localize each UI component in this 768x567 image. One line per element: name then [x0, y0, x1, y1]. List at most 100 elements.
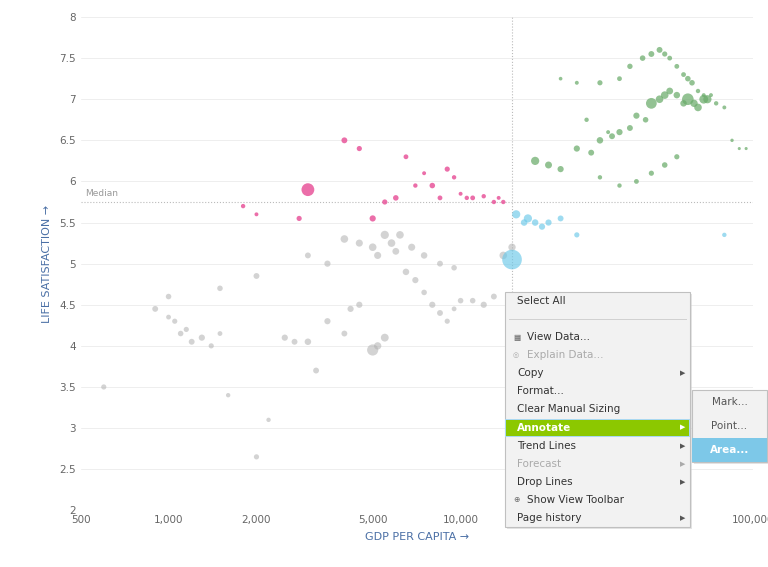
Point [372, 341, 384, 350]
Point [263, 415, 275, 424]
Point [692, 103, 704, 112]
Point [386, 239, 398, 248]
Point [237, 201, 250, 210]
Point [497, 251, 509, 260]
Point [718, 230, 730, 239]
Point [697, 95, 710, 104]
Point [279, 333, 291, 342]
Point [726, 136, 738, 145]
Point [196, 333, 208, 342]
Point [205, 341, 217, 350]
Point [594, 173, 606, 182]
Text: Median: Median [514, 499, 547, 508]
FancyBboxPatch shape [506, 420, 689, 435]
Point [606, 132, 618, 141]
Point [289, 337, 301, 346]
Text: Drop Lines: Drop Lines [517, 477, 573, 487]
Point [585, 148, 598, 157]
Point [400, 152, 412, 161]
Point [434, 193, 446, 202]
Point [631, 177, 643, 186]
Point [174, 329, 187, 338]
Text: Explain Data...: Explain Data... [527, 350, 604, 360]
Point [394, 230, 406, 239]
Point [406, 243, 418, 252]
Text: Forecast: Forecast [517, 459, 561, 469]
Point [682, 95, 694, 104]
Point [740, 144, 753, 153]
Point [366, 214, 379, 223]
Point [654, 45, 666, 54]
Point [180, 325, 193, 334]
Point [162, 312, 174, 321]
Point [571, 78, 583, 87]
Point [461, 193, 473, 202]
Point [169, 316, 181, 325]
Text: Select All: Select All [517, 296, 565, 306]
FancyBboxPatch shape [507, 294, 692, 529]
Point [409, 181, 422, 190]
Point [631, 111, 643, 120]
Point [506, 255, 518, 264]
Point [614, 128, 626, 137]
Point [379, 333, 391, 342]
Point [705, 91, 717, 100]
Point [321, 259, 333, 268]
Point [670, 62, 683, 71]
X-axis label: GDP PER CAPITA →: GDP PER CAPITA → [365, 532, 468, 542]
Point [434, 308, 446, 318]
Point [688, 99, 700, 108]
Point [448, 173, 460, 182]
Point [664, 53, 676, 62]
Point [686, 78, 698, 87]
Point [664, 87, 676, 96]
Point [455, 296, 467, 305]
Point [214, 329, 226, 338]
Point [149, 304, 161, 314]
Text: Page history: Page history [517, 513, 581, 523]
Point [379, 230, 391, 239]
Point [466, 193, 478, 202]
Point [697, 91, 710, 100]
Point [670, 91, 683, 100]
Point [488, 292, 500, 301]
Point [400, 267, 412, 276]
Point [389, 247, 402, 256]
Point [677, 99, 690, 108]
Point [441, 316, 453, 325]
Point [162, 292, 174, 301]
Text: Area...: Area... [710, 445, 750, 455]
Point [733, 144, 746, 153]
Point [353, 239, 366, 248]
Point [645, 49, 657, 58]
Text: Show View Toolbar: Show View Toolbar [527, 495, 624, 505]
Text: Trend Lines: Trend Lines [517, 441, 576, 451]
Text: Clear Manual Sizing: Clear Manual Sizing [517, 404, 621, 414]
Text: ▶: ▶ [680, 461, 685, 467]
Point [293, 214, 306, 223]
Point [366, 345, 379, 354]
Point [250, 272, 263, 281]
Point [389, 193, 402, 202]
Text: Annotate: Annotate [517, 422, 571, 433]
Point [594, 78, 606, 87]
Point [645, 99, 657, 108]
Point [624, 124, 636, 133]
Point [659, 91, 671, 100]
Point [640, 115, 652, 124]
Point [624, 62, 636, 71]
Point [409, 276, 422, 285]
Point [518, 218, 530, 227]
Point [542, 218, 554, 227]
Text: ▶: ▶ [680, 443, 685, 448]
Text: View Data...: View Data... [527, 332, 590, 342]
Point [692, 87, 704, 96]
Point [614, 181, 626, 190]
Point [448, 304, 460, 314]
Point [506, 243, 518, 252]
Text: ⊕: ⊕ [513, 496, 519, 505]
FancyBboxPatch shape [505, 418, 690, 437]
Point [654, 95, 666, 104]
Point [478, 192, 490, 201]
Point [366, 243, 379, 252]
